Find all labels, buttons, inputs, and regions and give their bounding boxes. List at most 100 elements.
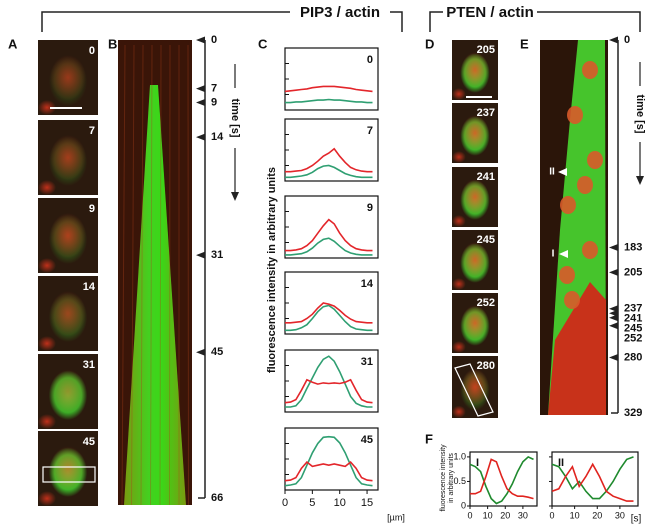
frame-label: 280 — [477, 360, 495, 372]
heading: PTEN / actin — [446, 4, 534, 21]
tick-label: 9 — [211, 96, 217, 108]
panel-label: E — [520, 36, 529, 51]
plot-frame — [284, 47, 379, 111]
x-tick-label: 20 — [500, 510, 510, 520]
cell-red — [38, 258, 56, 273]
red-curve — [551, 462, 634, 502]
tick-label: 7 — [211, 82, 217, 94]
roi-box — [454, 363, 494, 417]
kymograph-red — [548, 282, 606, 415]
cell-red — [38, 491, 56, 506]
plot-label: II — [558, 457, 564, 469]
tick-mark — [196, 251, 205, 259]
frame-label: 252 — [477, 297, 495, 309]
marker-arrow — [558, 168, 567, 176]
x-tick-label: 30 — [615, 510, 625, 520]
tick-mark — [196, 36, 205, 44]
marker-label: I — [552, 249, 555, 260]
x-tick-label: 0 — [549, 510, 554, 520]
frame-label: 45 — [83, 436, 95, 448]
x-tick-label: 0 — [282, 497, 288, 509]
red-curve — [285, 302, 373, 324]
red-patch — [582, 241, 598, 259]
frame-label: 237 — [477, 107, 495, 119]
plot-label: 7 — [367, 125, 373, 137]
kymograph-streak — [150, 44, 153, 506]
cell-red — [38, 414, 56, 429]
x-tick-label: 5 — [309, 497, 315, 509]
time-arrow-head — [231, 192, 239, 201]
tick-label: 14 — [211, 131, 224, 143]
red-curve — [285, 218, 373, 252]
green-curve — [284, 435, 373, 487]
time-label: time [s] — [229, 98, 241, 137]
time-label: time [s] — [634, 94, 646, 133]
cell-red — [50, 369, 86, 414]
tick-mark — [609, 309, 618, 317]
panel-label: B — [108, 36, 117, 51]
tick-mark — [196, 98, 205, 106]
cell-red — [461, 52, 489, 88]
y-axis-title: in arbitrary units — [448, 453, 455, 503]
tick-label: 183 — [624, 241, 642, 253]
frame-label: 7 — [89, 125, 95, 137]
cell-red — [452, 88, 466, 100]
red-curve — [284, 85, 373, 93]
red-patch — [577, 176, 593, 194]
tick-label: 31 — [211, 249, 223, 261]
tick-mark — [609, 243, 618, 251]
frame-label: 241 — [477, 171, 495, 183]
tick-mark — [609, 322, 618, 330]
kymograph-streak — [187, 44, 189, 506]
tick-mark — [609, 268, 618, 276]
cell-red — [50, 213, 86, 258]
tick-label: 252 — [624, 333, 642, 345]
frame-label: 205 — [477, 44, 495, 56]
cell-red — [38, 180, 56, 195]
cell-red — [452, 151, 466, 163]
frame-label: 9 — [89, 203, 95, 215]
x-tick-label: 30 — [518, 510, 528, 520]
tick-mark — [196, 133, 205, 141]
green-curve — [285, 304, 373, 332]
y-tick-label: 0.5 — [453, 476, 466, 486]
x-unit: [µm] — [387, 512, 405, 522]
red-patch — [559, 266, 575, 284]
plot-label: 31 — [361, 356, 373, 368]
kymograph-streak — [121, 44, 126, 506]
cell-red — [452, 215, 466, 227]
cell-red — [461, 115, 489, 151]
cell-red — [461, 179, 489, 215]
y-axis-title: fluorescence intensity in arbitrary unit… — [266, 167, 278, 373]
plot-label: I — [476, 457, 479, 469]
tick-label: 280 — [624, 351, 642, 363]
red-curve — [284, 378, 373, 404]
kymograph-streak — [131, 44, 135, 506]
plot-label: 9 — [367, 202, 373, 214]
tick-label: 205 — [624, 266, 642, 278]
cell-red — [452, 278, 466, 290]
tick-mark — [196, 85, 205, 93]
red-patch — [567, 106, 583, 124]
tick-mark — [609, 314, 618, 322]
tick-label: 245 — [624, 323, 642, 335]
panel-label: C — [258, 36, 268, 51]
cell-red — [50, 291, 86, 336]
cell-red — [50, 135, 86, 180]
cell-red — [452, 341, 466, 353]
cell-red — [50, 446, 86, 491]
plot-label: 0 — [367, 54, 373, 66]
red-patch — [587, 151, 603, 169]
frame-label: 0 — [89, 45, 95, 57]
heading: PIP3 / actin — [300, 4, 380, 21]
x-tick-label: 20 — [592, 510, 602, 520]
x-tick-label: 0 — [467, 510, 472, 520]
cell-red — [38, 100, 56, 115]
plot-label: 45 — [361, 434, 373, 446]
panel-label: A — [8, 36, 18, 51]
plot-frame — [284, 195, 379, 259]
panel-label: D — [425, 36, 434, 51]
frame-label: 245 — [477, 234, 495, 246]
